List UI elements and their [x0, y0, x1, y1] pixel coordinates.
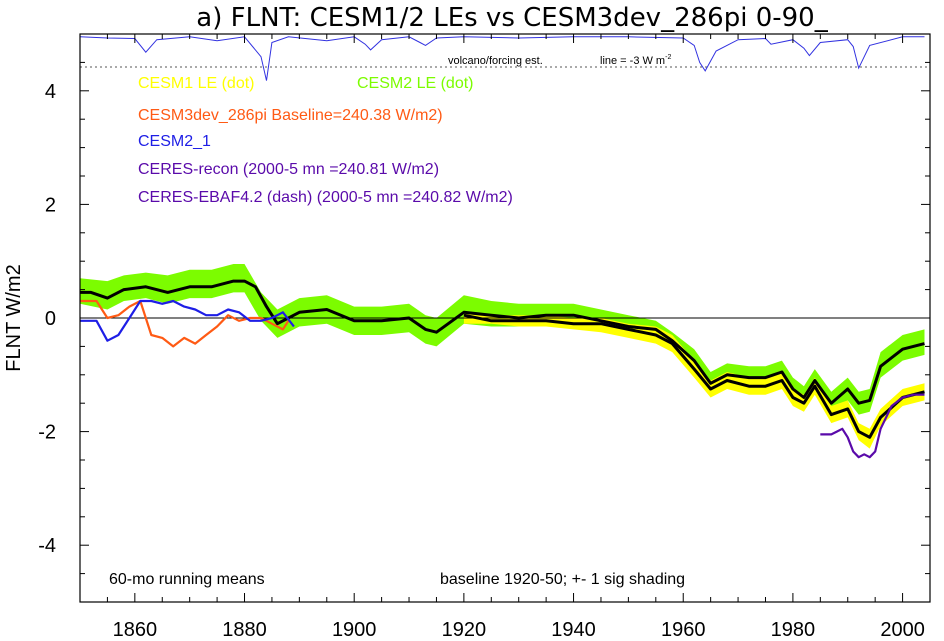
series-ceres-recon-2000-5-mn-240-81-w-m2	[820, 393, 925, 459]
x-tick-label: 1920	[442, 619, 487, 641]
running-means-note: 60-mo running means	[109, 571, 265, 588]
x-tick-label: 1940	[551, 619, 596, 641]
x-tick-label: 1880	[222, 619, 267, 641]
spread-bands	[80, 264, 925, 449]
x-tick-label: 1900	[332, 619, 377, 641]
y-tick-label: 4	[45, 81, 56, 103]
series-cesm1-le-mean	[463, 313, 925, 439]
band-cesm2-le-dot	[80, 264, 925, 415]
y-axis-label: FLNT W/m2	[3, 264, 25, 371]
legend-ceres-recon: CERES-recon (2000-5 mn =240.81 W/m2)	[138, 161, 439, 178]
y-tick-label: 0	[45, 308, 56, 330]
series-cesm3dev-286pi-baseline-240-38-w-m2	[80, 299, 290, 348]
y-tick-label: -2	[38, 422, 56, 444]
series-cesm2-le-mean	[80, 279, 925, 405]
y-axis: 4 2 0 -2 -4	[38, 33, 930, 603]
legend-cesm1-le: CESM1 LE (dot)	[138, 75, 254, 92]
series-cesm2-1	[80, 299, 295, 342]
x-tick-label: 2000	[880, 619, 925, 641]
x-axis: 1860 1880 1900 1920 1940 1960 1980 2000	[79, 34, 931, 641]
line-label: line = -3 W m-2	[600, 54, 671, 67]
x-tick-label: 1980	[771, 619, 816, 641]
y-tick-label: -4	[38, 535, 56, 557]
y-tick-label: 2	[45, 194, 56, 216]
x-tick-label: 1960	[661, 619, 706, 641]
line-label-superscript: -2	[665, 54, 671, 61]
legend-cesm2-1: CESM2_1	[138, 133, 211, 150]
legend-ceres-ebaf: CERES-EBAF4.2 (dash) (2000-5 mn =240.82 …	[138, 189, 513, 206]
legend-cesm2-le: CESM2 LE (dot)	[357, 75, 473, 92]
x-tick-label: 1860	[113, 619, 158, 641]
chart-title: a) FLNT: CESM1/2 LEs vs CESM3dev_286pi 0…	[196, 3, 828, 33]
volcano-label: volcano/forcing est.	[448, 55, 543, 67]
legend-cesm3dev: CESM3dev_286pi Baseline=240.38 W/m2)	[138, 107, 443, 124]
line-label-text: line = -3 W m	[600, 55, 665, 67]
baseline-note: baseline 1920-50; +- 1 sig shading	[440, 571, 685, 588]
